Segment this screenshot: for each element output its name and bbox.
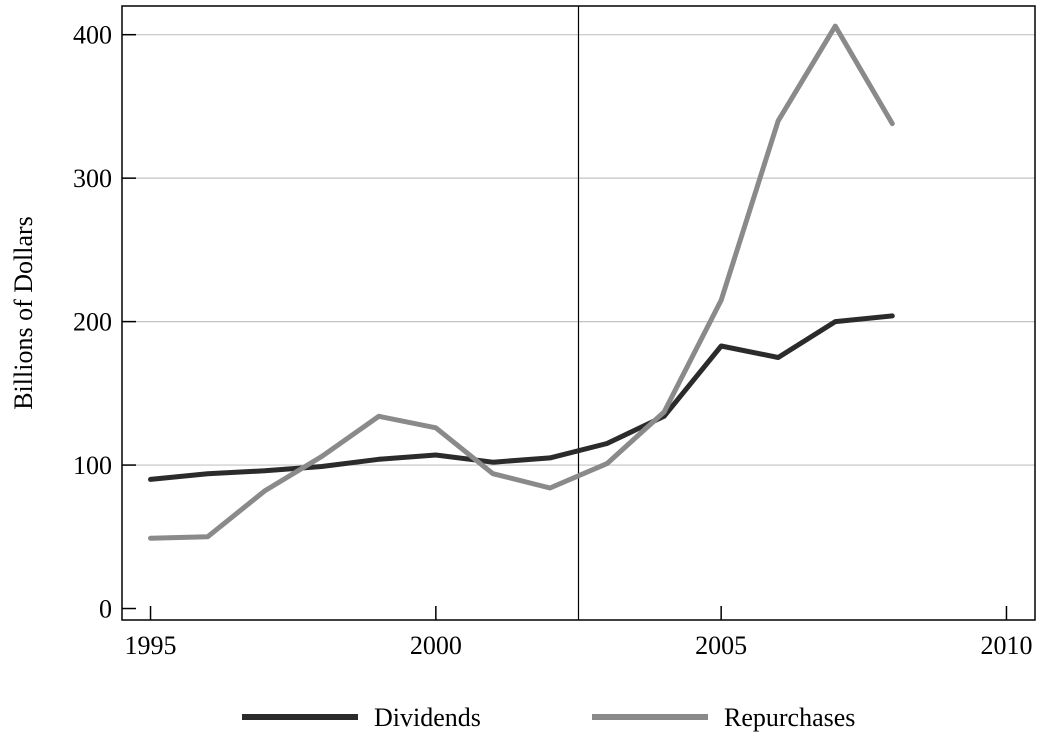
series-lines	[148, 23, 895, 541]
x-tick-label: 1995	[125, 631, 177, 660]
series-line-repurchases	[148, 23, 895, 541]
axes: 0 100 200 300 400 1995 2000 2005 2010	[73, 21, 1032, 660]
plot-frame	[121, 5, 1036, 621]
y-tick-label: 400	[73, 21, 112, 50]
y-tick-label: 100	[73, 451, 112, 480]
legend-label-dividends: Dividends	[374, 703, 481, 732]
x-tick-label: 2005	[695, 631, 747, 660]
legend-label-repurchases: Repurchases	[724, 703, 855, 732]
y-tick-label: 300	[73, 164, 112, 193]
x-tick-label: 2000	[410, 631, 462, 660]
legend: Dividends Repurchases	[242, 703, 855, 732]
y-axis-title: Billions of Dollars	[9, 216, 38, 410]
x-tick-label: 2010	[980, 631, 1032, 660]
series-line-dividends	[148, 313, 895, 482]
y-tick-label: 0	[99, 595, 112, 624]
y-tick-label: 200	[73, 308, 112, 337]
